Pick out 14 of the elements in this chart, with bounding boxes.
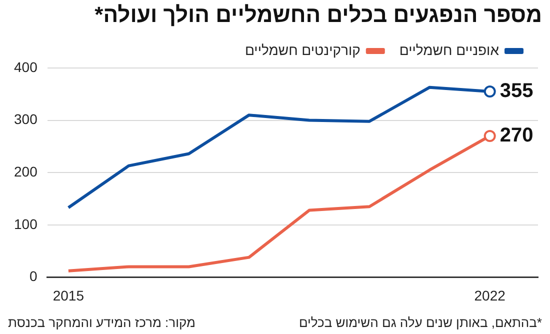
legend-label: אופניים חשמליים <box>399 42 500 58</box>
legend-label: קורקינטים חשמליים <box>244 42 360 58</box>
text: *בהתאם, באותן שנים עלה גם השימוש בכלים <box>298 315 542 330</box>
data-label: 270 <box>500 124 534 147</box>
y-tick-label: 200 <box>14 163 38 180</box>
chart-title: מספר הנפגעים בכלים החשמליים הולך ועולה* <box>94 2 542 28</box>
y-tick-label: 100 <box>14 216 38 232</box>
text: מקור: מרכז המידע והמחקר בכנסת <box>8 315 196 330</box>
x-tick-label: 2015 <box>52 287 84 304</box>
y-tick-label: 400 <box>14 58 38 75</box>
x-tick-label: 2022 <box>474 287 506 304</box>
data-label: 355 <box>500 80 534 102</box>
y-tick-label: 300 <box>14 111 38 128</box>
y-tick-label: 0 <box>30 268 38 284</box>
